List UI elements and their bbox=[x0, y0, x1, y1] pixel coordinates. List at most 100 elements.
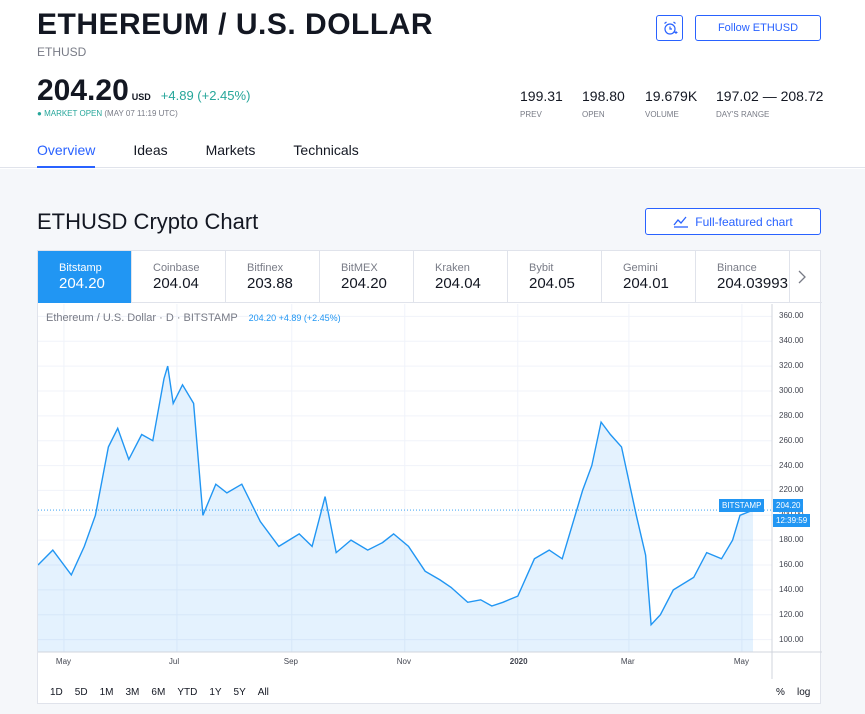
range-5y[interactable]: 5Y bbox=[233, 687, 246, 698]
percent-scale-toggle[interactable]: % bbox=[776, 687, 785, 698]
symbol-ticker: ETHUSD bbox=[37, 45, 87, 59]
price-row: 204.20 USD +4.89 (+2.45%) bbox=[37, 74, 250, 108]
last-price: 204.20 bbox=[37, 74, 129, 107]
exchange-tab-bitfinex[interactable]: Bitfinex 203.88 bbox=[226, 251, 320, 303]
exchange-tab-kraken[interactable]: Kraken 204.04 bbox=[414, 251, 508, 303]
range-all[interactable]: All bbox=[257, 687, 269, 698]
exchange-tab-bitmex[interactable]: BitMEX 204.20 bbox=[320, 251, 414, 303]
price-axis-label: 260.00 bbox=[779, 435, 804, 445]
price-axis-label: 240.00 bbox=[779, 460, 804, 470]
price-axis-label: 120.00 bbox=[779, 609, 804, 619]
price-chart-svg bbox=[38, 304, 822, 679]
price-axis-label: 340.00 bbox=[779, 336, 804, 346]
price-chart[interactable]: Ethereum / U.S. Dollar · D · BITSTAMP 20… bbox=[38, 304, 822, 704]
chart-card: Bitstamp 204.20 Coinbase 204.04 Bitfinex… bbox=[37, 250, 822, 704]
exchange-price: 204.01 bbox=[623, 275, 669, 292]
range-1d[interactable]: 1D bbox=[50, 687, 63, 698]
exchange-name: Bitstamp bbox=[59, 262, 102, 274]
price-axis-label: 280.00 bbox=[779, 410, 804, 420]
chart-legend: Ethereum / U.S. Dollar · D · BITSTAMP 20… bbox=[46, 312, 341, 324]
follow-button[interactable]: Follow ETHUSD bbox=[695, 15, 821, 41]
add-alert-button[interactable] bbox=[656, 15, 683, 41]
price-axis-label: 360.00 bbox=[779, 311, 804, 321]
exchange-tabs: Bitstamp 204.20 Coinbase 204.04 Bitfinex… bbox=[38, 251, 822, 303]
stat-label: DAY'S RANGE bbox=[716, 110, 770, 119]
exchange-price-tag: BITSTAMP bbox=[719, 499, 765, 512]
exchange-price: 204.04 bbox=[435, 275, 481, 292]
stat-volume: 19.679K VOLUME bbox=[645, 88, 697, 119]
exchange-name: Kraken bbox=[435, 262, 470, 274]
last-price-tag: 204.20 bbox=[773, 499, 804, 512]
alarm-clock-icon bbox=[663, 21, 677, 35]
stat-label: PREV bbox=[520, 110, 542, 119]
stat-label: OPEN bbox=[582, 110, 605, 119]
exchange-price: 204.03993 bbox=[717, 275, 788, 292]
exchange-name: Bitfinex bbox=[247, 262, 284, 274]
full-featured-chart-button[interactable]: Full-featured chart bbox=[645, 208, 821, 235]
time-axis-label: 2020 bbox=[509, 657, 528, 666]
currency-label: USD bbox=[131, 92, 151, 102]
exchange-price: 203.88 bbox=[247, 275, 293, 292]
exchange-tab-coinbase[interactable]: Coinbase 204.04 bbox=[132, 251, 226, 303]
price-change: +4.89 (+2.45%) bbox=[160, 88, 251, 103]
stat-prev: 199.31 PREV bbox=[520, 88, 563, 119]
price-axis-label: 180.00 bbox=[779, 535, 804, 545]
symbol-header: ETHEREUM / U.S. DOLLAR ETHUSD 204.20 USD… bbox=[0, 0, 865, 168]
time-axis-label: May bbox=[55, 657, 72, 666]
range-1y[interactable]: 1Y bbox=[209, 687, 222, 698]
time-axis-label: May bbox=[733, 657, 749, 666]
price-axis-label: 320.00 bbox=[779, 361, 804, 371]
exchange-name: Coinbase bbox=[153, 262, 200, 274]
tab-ideas[interactable]: Ideas bbox=[133, 142, 168, 158]
price-axis-label: 300.00 bbox=[779, 386, 804, 395]
price-area bbox=[38, 366, 753, 652]
exchange-name: Gemini bbox=[623, 262, 658, 274]
range-6m[interactable]: 6M bbox=[151, 687, 166, 698]
exchange-tab-bitstamp[interactable]: Bitstamp 204.20 bbox=[38, 251, 132, 303]
stat-days-range: 197.02 — 208.72 DAY'S RANGE bbox=[716, 88, 823, 119]
exchange-name: BitMEX bbox=[341, 262, 378, 274]
tab-technicals[interactable]: Technicals bbox=[293, 142, 359, 158]
symbol-tabs: Overview Ideas Markets Technicals bbox=[37, 142, 397, 168]
next-exchanges-button[interactable] bbox=[790, 251, 814, 303]
chevron-right-icon bbox=[798, 270, 806, 284]
exchange-tab-bybit[interactable]: Bybit 204.05 bbox=[508, 251, 602, 303]
price-axis-label: 160.00 bbox=[779, 560, 804, 569]
exchange-price: 204.20 bbox=[341, 275, 387, 292]
time-axis-label: Jul bbox=[168, 657, 180, 666]
exchange-tab-binance[interactable]: Binance 204.03993 bbox=[696, 251, 790, 303]
log-scale-toggle[interactable]: log bbox=[797, 687, 811, 698]
range-1m[interactable]: 1M bbox=[99, 687, 114, 698]
section-title: ETHUSD Crypto Chart bbox=[37, 209, 259, 234]
status-dot-icon: ● bbox=[37, 109, 45, 118]
price-axis-label: 100.00 bbox=[779, 634, 804, 644]
range-ytd[interactable]: YTD bbox=[177, 687, 198, 698]
market-status: ● MARKET OPEN (MAY 07 11:19 UTC) bbox=[37, 109, 178, 118]
range-5d[interactable]: 5D bbox=[74, 687, 88, 698]
tab-overview[interactable]: Overview bbox=[37, 142, 96, 168]
exchange-tab-gemini[interactable]: Gemini 204.01 bbox=[602, 251, 696, 303]
market-time: (MAY 07 11:19 UTC) bbox=[104, 109, 178, 118]
exchange-price: 204.05 bbox=[529, 275, 575, 292]
range-bar: 1D 5D 1M 3M 6M YTD 1Y 5Y All % log bbox=[38, 679, 822, 706]
stat-label: VOLUME bbox=[645, 110, 679, 119]
stat-value: 199.31 bbox=[520, 88, 563, 104]
price-axis-label: 140.00 bbox=[779, 584, 804, 594]
stat-value: 197.02 — 208.72 bbox=[716, 88, 824, 104]
stat-open: 198.80 OPEN bbox=[582, 88, 625, 119]
price-line bbox=[38, 365, 754, 627]
exchange-name: Binance bbox=[717, 262, 757, 274]
exchange-price: 204.04 bbox=[153, 275, 199, 292]
time-axis-label: Mar bbox=[620, 657, 635, 666]
page-title: ETHEREUM / U.S. DOLLAR bbox=[37, 8, 434, 41]
chart-section: ETHUSD Crypto Chart Full-featured chart … bbox=[0, 169, 865, 714]
tab-markets[interactable]: Markets bbox=[205, 142, 256, 158]
time-axis-label: Nov bbox=[396, 657, 411, 666]
time-axis-label: Sep bbox=[283, 657, 298, 666]
range-3m[interactable]: 3M bbox=[125, 687, 140, 698]
market-open-label: MARKET OPEN bbox=[44, 109, 103, 118]
stat-value: 198.80 bbox=[582, 88, 625, 104]
chart-legend-value: 204.20 +4.89 (+2.45%) bbox=[248, 313, 341, 323]
bar-countdown-tag: 12:39:59 bbox=[773, 514, 811, 527]
